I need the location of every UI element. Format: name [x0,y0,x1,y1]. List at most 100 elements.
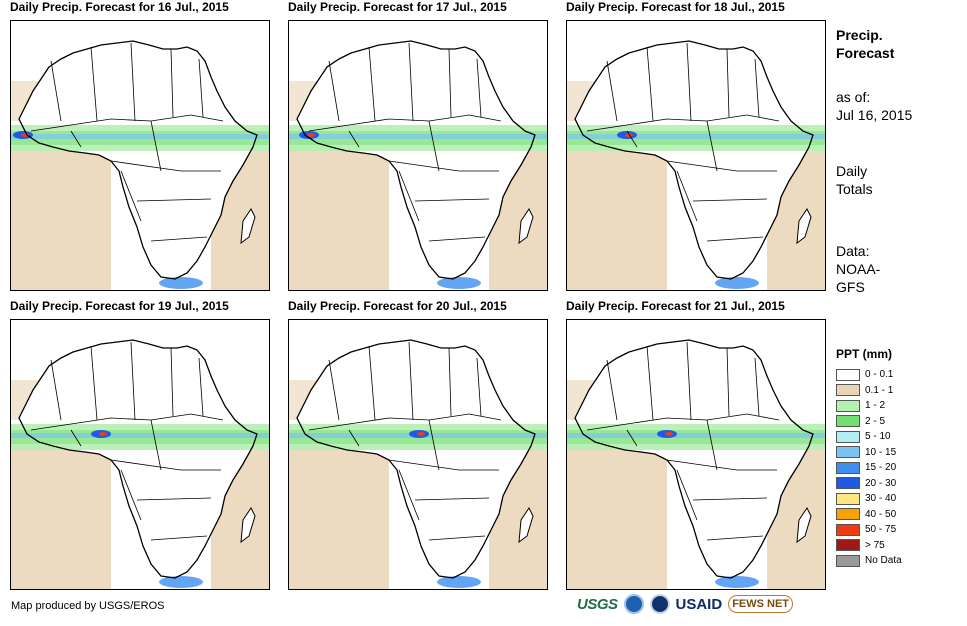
legend-swatch [836,508,860,521]
legend-swatch [836,368,860,381]
country-border [586,114,780,132]
country-border [170,48,174,118]
country-border [692,497,768,501]
legend-item: 1 - 2 [836,398,956,414]
country-border [476,357,482,417]
legend-label: > 75 [865,539,885,551]
africa-landmass [297,340,535,578]
country-border [586,413,780,431]
africa-map [567,40,825,290]
precip-map [10,20,270,291]
legend-swatch [836,461,860,474]
legend-swatch [836,415,860,428]
africa-map [289,40,547,290]
country-border [136,497,212,501]
country-border [428,120,440,172]
country-border [408,42,414,122]
ocean-light-precip-area [289,445,389,589]
country-border [726,347,730,417]
coastline [296,339,536,579]
legend-swatch [836,492,860,505]
africa-map [11,339,269,589]
country-border [414,497,490,501]
extreme-rain-cell [665,432,673,436]
madagascar-outline [518,208,534,245]
southern-storm-area [715,576,759,588]
legend-label: 20 - 30 [865,477,897,489]
legend-item: 0 - 0.1 [836,367,956,383]
map-title: Daily Precip. Forecast for 21 Jul., 2015 [566,299,785,313]
country-border [388,459,499,471]
coastline [18,339,258,579]
ocean-light-precip-area [567,445,667,589]
legend-swatch [836,523,860,536]
legend-item: 5 - 10 [836,429,956,445]
legend-swatch [836,539,860,552]
data-line1: Data: [836,243,870,259]
rain-belt-band [567,145,825,151]
country-border [50,60,62,122]
legend-swatch [836,430,860,443]
coastline [574,339,814,579]
map-title: Daily Precip. Forecast for 20 Jul., 2015 [288,299,507,313]
country-border [398,469,420,521]
legend-item: 0.1 - 1 [836,383,956,399]
extreme-rain-cell [417,432,425,436]
country-border [170,347,174,417]
legend-label: 0.1 - 1 [865,384,894,396]
country-border [692,198,768,202]
country-border [626,130,638,148]
sidebar-title: Precip. Forecast [836,26,894,62]
country-border [754,357,760,417]
country-border [428,236,486,242]
country-border [308,413,502,431]
precip-map [566,20,826,291]
legend-swatch [836,399,860,412]
country-border [198,357,204,417]
rain-belt-band [289,134,547,139]
legend-item: 15 - 20 [836,460,956,476]
africa-landmass [575,340,813,578]
noaa-logo-icon [623,594,644,614]
country-border [398,170,420,222]
country-border [368,46,376,122]
legend-item: 40 - 50 [836,507,956,523]
legend-label: No Data [865,555,902,567]
legend-label: 5 - 10 [865,431,891,443]
country-border [50,359,62,421]
map-title: Daily Precip. Forecast for 19 Jul., 2015 [10,299,229,313]
legend-item: > 75 [836,538,956,554]
rain-belt-band [567,444,825,450]
country-border [706,236,764,242]
precip-map [288,319,548,590]
asof-block: as of: Jul 16, 2015 [836,88,912,124]
legend-item: 30 - 40 [836,491,956,507]
country-border [348,130,360,148]
country-border [676,170,698,222]
legend-swatch [836,446,860,459]
country-border [646,46,654,122]
precip-map [566,319,826,590]
rain-belt-band [289,424,547,430]
country-border [606,359,618,421]
country-border [130,341,136,421]
madagascar-outline [240,208,256,245]
legend-item: No Data [836,553,956,569]
country-border [110,160,221,172]
country-border [676,469,698,521]
africa-landmass [19,41,257,279]
africa-map [567,339,825,589]
rain-belt-band [289,444,547,450]
country-border [70,429,82,447]
country-border [150,419,162,471]
country-border [666,459,777,471]
country-border [666,160,777,172]
country-border [706,419,718,471]
fews-net-logo: FEWS NET [728,595,794,613]
extreme-rain-cell [625,133,633,137]
ocean-light-precip-area [289,146,389,290]
country-border [150,236,208,242]
legend-swatch [836,554,860,567]
map-title: Daily Precip. Forecast for 17 Jul., 2015 [288,0,507,14]
country-border [606,60,618,122]
